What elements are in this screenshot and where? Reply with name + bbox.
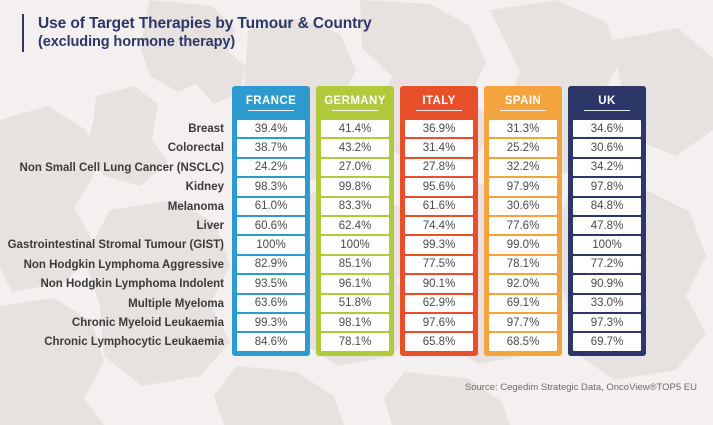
table-cell: 62.4% <box>321 216 389 235</box>
table-cell: 99.0% <box>489 236 557 254</box>
column-header-spain: SPAIN <box>489 86 557 120</box>
row-label: Colorectal <box>167 142 224 155</box>
table-cell: 61.0% <box>237 197 305 215</box>
column-header-label: FRANCE <box>245 94 297 107</box>
column-header-label: SPAIN <box>504 94 542 107</box>
row-label: Non Small Cell Lung Cancer (NSCLC) <box>19 161 224 174</box>
therapy-usage-table: Breast Colorectal Non Small Cell Lung Ca… <box>0 86 713 356</box>
table-cell: 33.0% <box>573 294 641 312</box>
table-cell: 98.1% <box>321 313 389 332</box>
row-label-column: Breast Colorectal Non Small Cell Lung Ca… <box>0 86 232 353</box>
table-cell: 97.6% <box>405 313 473 332</box>
table-cell: 36.9% <box>405 120 473 138</box>
column-header-label: ITALY <box>422 94 456 107</box>
table-cell: 43.2% <box>321 139 389 157</box>
table-cell: 39.4% <box>237 120 305 138</box>
table-cell: 83.3% <box>321 197 389 215</box>
column-header-france: FRANCE <box>237 86 305 120</box>
column-header-germany: GERMANY <box>321 86 389 120</box>
table-cell: 77.6% <box>489 216 557 235</box>
row-label: Chronic Myeloid Leukaemia <box>71 316 224 329</box>
row-label: Melanoma <box>167 200 224 213</box>
table-cell: 84.8% <box>573 197 641 215</box>
table-cell: 82.9% <box>237 255 305 274</box>
column-header-italy: ITALY <box>405 86 473 120</box>
table-cell: 27.8% <box>405 158 473 177</box>
table-cell: 65.8% <box>405 333 473 351</box>
table-cell: 47.8% <box>573 216 641 235</box>
table-cell: 100% <box>237 236 305 254</box>
table-cell: 38.7% <box>237 139 305 157</box>
row-label: Kidney <box>185 181 224 194</box>
header-underline <box>500 109 546 112</box>
column-header-label: GERMANY <box>324 94 386 107</box>
row-label: Liver <box>196 219 225 232</box>
row-label: Non Hodgkin Lymphoma Indolent <box>40 278 224 291</box>
header-underline <box>248 109 294 112</box>
country-column-spain: SPAIN 31.3% 25.2% 32.2% 97.9% 30.6% 77.6… <box>484 86 562 356</box>
table-cell: 68.5% <box>489 333 557 351</box>
table-cell: 85.1% <box>321 255 389 274</box>
table-cell: 99.8% <box>321 178 389 196</box>
table-cell: 34.6% <box>573 120 641 138</box>
table-cell: 41.4% <box>321 120 389 138</box>
table-cell: 62.9% <box>405 294 473 312</box>
row-label: Non Hodgkin Lymphoma Aggressive <box>23 258 224 271</box>
table-cell: 97.3% <box>573 313 641 332</box>
table-cell: 97.8% <box>573 178 641 196</box>
table-cell: 30.6% <box>489 197 557 215</box>
table-cell: 93.5% <box>237 275 305 293</box>
country-column-germany: GERMANY 41.4% 43.2% 27.0% 99.8% 83.3% 62… <box>316 86 394 356</box>
table-cell: 32.2% <box>489 158 557 177</box>
table-cell: 63.6% <box>237 294 305 312</box>
table-cell: 74.4% <box>405 216 473 235</box>
column-header-uk: UK <box>573 86 641 120</box>
title-line-main: Use of Target Therapies by Tumour & Coun… <box>38 15 372 32</box>
table-cell: 61.6% <box>405 197 473 215</box>
country-columns: FRANCE 39.4% 38.7% 24.2% 98.3% 61.0% 60.… <box>232 86 646 356</box>
country-column-france: FRANCE 39.4% 38.7% 24.2% 98.3% 61.0% 60.… <box>232 86 310 356</box>
table-cell: 30.6% <box>573 139 641 157</box>
table-cell: 78.1% <box>489 255 557 274</box>
table-cell: 25.2% <box>489 139 557 157</box>
column-header-label: UK <box>598 94 616 107</box>
table-cell: 34.2% <box>573 158 641 177</box>
table-cell: 31.4% <box>405 139 473 157</box>
table-cell: 60.6% <box>237 216 305 235</box>
table-cell: 51.8% <box>321 294 389 312</box>
table-cell: 69.7% <box>573 333 641 351</box>
table-cell: 96.1% <box>321 275 389 293</box>
table-cell: 78.1% <box>321 333 389 351</box>
table-cell: 95.6% <box>405 178 473 196</box>
header-underline <box>332 109 378 112</box>
table-cell: 99.3% <box>405 236 473 254</box>
title-line-sub: (excluding hormone therapy) <box>38 34 236 50</box>
table-cell: 24.2% <box>237 158 305 177</box>
row-label: Breast <box>188 123 224 135</box>
table-cell: 77.5% <box>405 255 473 274</box>
table-cell: 27.0% <box>321 158 389 177</box>
table-cell: 100% <box>573 236 641 254</box>
table-cell: 99.3% <box>237 313 305 332</box>
header-underline <box>416 109 462 112</box>
table-cell: 84.6% <box>237 333 305 351</box>
table-cell: 100% <box>321 236 389 254</box>
row-label: Gastrointestinal Stromal Tumour (GIST) <box>7 239 224 252</box>
header-underline <box>584 109 630 112</box>
table-cell: 98.3% <box>237 178 305 196</box>
country-column-italy: ITALY 36.9% 31.4% 27.8% 95.6% 61.6% 74.4… <box>400 86 478 356</box>
page-title: Use of Target Therapies by Tumour & Coun… <box>22 14 372 52</box>
country-column-uk: UK 34.6% 30.6% 34.2% 97.8% 84.8% 47.8% 1… <box>568 86 646 356</box>
row-label: Chronic Lymphocytic Leukaemia <box>44 336 224 349</box>
table-cell: 97.7% <box>489 313 557 332</box>
table-cell: 92.0% <box>489 275 557 293</box>
table-cell: 90.1% <box>405 275 473 293</box>
table-cell: 77.2% <box>573 255 641 274</box>
table-cell: 90.9% <box>573 275 641 293</box>
table-cell: 97.9% <box>489 178 557 196</box>
source-note: Source: Cegedim Strategic Data, OncoView… <box>464 382 697 393</box>
table-cell: 69.1% <box>489 294 557 312</box>
row-label: Multiple Myeloma <box>128 297 224 310</box>
table-cell: 31.3% <box>489 120 557 138</box>
